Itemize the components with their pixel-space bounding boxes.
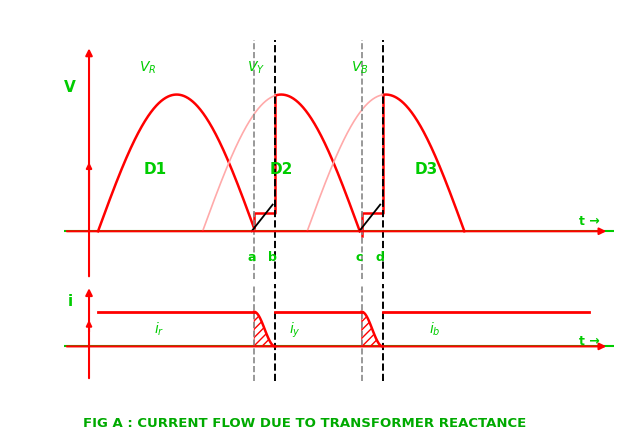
Text: t →: t → <box>579 335 600 348</box>
Text: t →: t → <box>579 215 600 228</box>
Text: a: a <box>248 251 256 264</box>
Text: D2: D2 <box>269 162 292 177</box>
Text: $V_R$: $V_R$ <box>139 59 156 76</box>
Text: D3: D3 <box>414 162 438 177</box>
Text: b: b <box>268 251 277 264</box>
Text: $i_r$: $i_r$ <box>154 321 164 338</box>
Text: c: c <box>356 251 363 264</box>
Text: V: V <box>64 80 76 95</box>
Text: d: d <box>376 251 385 264</box>
Text: $V_B$: $V_B$ <box>351 59 369 76</box>
Text: D1: D1 <box>144 162 167 177</box>
Text: FIG A : CURRENT FLOW DUE TO TRANSFORMER REACTANCE: FIG A : CURRENT FLOW DUE TO TRANSFORMER … <box>83 417 527 430</box>
Text: $V_Y$: $V_Y$ <box>246 59 265 76</box>
Text: $i_y$: $i_y$ <box>289 321 301 340</box>
Text: $i_b$: $i_b$ <box>429 321 441 338</box>
Text: i: i <box>67 294 72 309</box>
